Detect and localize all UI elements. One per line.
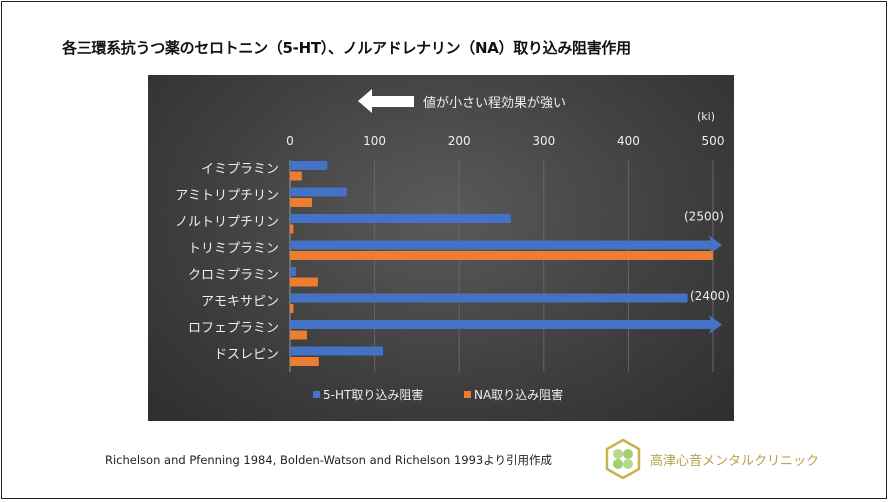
bar-5ht [290, 320, 713, 329]
x-tick-label: 100 [363, 134, 386, 148]
legend-swatch [464, 391, 471, 398]
category-label: イミプラミン [201, 162, 279, 177]
x-tick-label: 0 [286, 134, 294, 148]
legend-label: NA取り込み阻害 [474, 387, 563, 402]
bar-na [290, 304, 294, 313]
x-tick-label: 400 [617, 134, 640, 148]
category-label: アミトリプチリン [175, 189, 279, 204]
legend-swatch [313, 391, 320, 398]
clinic-logo-icon [605, 438, 641, 480]
bar-5ht [290, 214, 511, 223]
bar-5ht [290, 293, 688, 303]
category-label: ノルトリプチリン [175, 215, 279, 230]
overflow-arrow-icon [709, 315, 722, 334]
bar-5ht [290, 161, 328, 170]
bar-na [290, 330, 307, 340]
slide-title: 各三環系抗うつ薬のセロトニン（5-HT）、ノルアドレナリン（NA）取り込み阻害作… [62, 39, 631, 57]
bar-5ht [290, 267, 296, 276]
bar-na [290, 251, 713, 260]
annotation-text: 値が小さい程効果が強い [423, 95, 566, 111]
overflow-arrow-icon [709, 235, 722, 255]
citation: Richelson and Pfenning 1984, Bolden-Wats… [105, 453, 552, 467]
overflow-value-label: (2400) [690, 289, 730, 303]
category-label: クロミプラミン [188, 268, 279, 283]
clinic-name: 高津心音メンタルクリニック [650, 454, 820, 469]
legend-label: 5-HT取り込み阻害 [323, 387, 423, 402]
bar-5ht [290, 240, 713, 250]
x-tick-label: 200 [448, 134, 471, 148]
left-arrow-icon [358, 89, 414, 113]
x-tick-label: 300 [532, 134, 555, 148]
category-label: アモキサピン [201, 295, 279, 310]
overflow-value-label: (2500) [684, 210, 724, 224]
bar-5ht [290, 346, 384, 356]
bar-na [290, 357, 319, 366]
category-label: トリミプラミン [188, 242, 279, 257]
category-label: ドスレピン [214, 348, 279, 363]
bar-na [290, 224, 294, 234]
x-tick-label: 500 [702, 134, 725, 148]
bar-5ht [290, 187, 347, 197]
bar-na [290, 171, 302, 181]
category-label: ロフェプラミン [188, 321, 279, 336]
bar-na [290, 277, 318, 287]
unit-label: (ki) [697, 110, 715, 123]
bar-na [290, 198, 312, 207]
